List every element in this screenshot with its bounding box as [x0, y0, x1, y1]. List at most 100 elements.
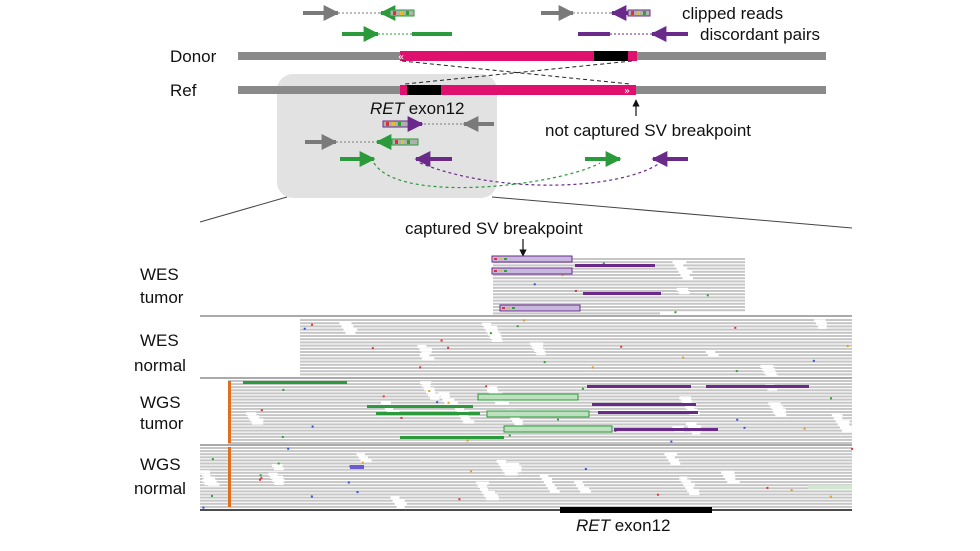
read-gap — [438, 392, 450, 396]
mismatch-base — [523, 319, 526, 322]
aligned-read — [660, 286, 745, 289]
clipped-read — [491, 255, 573, 263]
mismatch-base — [281, 435, 284, 438]
mismatch-base — [347, 481, 350, 484]
read-gap — [687, 488, 699, 492]
read-gap — [683, 482, 695, 486]
read-gap — [504, 472, 518, 476]
aligned-read — [493, 283, 660, 286]
aligned-read — [228, 417, 852, 420]
mismatch-base — [371, 347, 374, 350]
mismatch-base — [470, 470, 473, 473]
read-gap — [419, 348, 433, 352]
aligned-read — [200, 487, 852, 490]
read-gap — [681, 399, 692, 403]
aligned-read — [290, 341, 852, 344]
read-gap — [534, 348, 545, 353]
read-gap — [426, 390, 436, 394]
clipped-read — [486, 410, 590, 418]
aligned-read — [660, 267, 745, 270]
aligned-read — [290, 331, 852, 334]
read-gap — [428, 393, 441, 397]
read-gap — [420, 381, 432, 385]
read-gap — [272, 478, 285, 482]
mismatch-base — [803, 427, 806, 430]
read-gap — [245, 412, 257, 416]
mismatch-base — [499, 270, 502, 272]
read-gap — [208, 482, 220, 486]
clipped-read — [808, 485, 852, 489]
aligned-read — [290, 322, 852, 325]
aligned-read — [228, 389, 852, 392]
read-gap — [475, 481, 490, 485]
read-gap — [202, 473, 211, 477]
legend-clipped-reads-left — [303, 5, 415, 21]
mismatch-base — [310, 495, 313, 498]
mismatch-base — [440, 339, 443, 342]
read-gap — [272, 367, 300, 379]
aligned-read — [290, 335, 852, 337]
aligned-read — [660, 306, 745, 308]
read-gap — [536, 352, 546, 356]
aligned-read — [228, 383, 852, 386]
aligned-read — [660, 280, 745, 283]
mismatch-base — [466, 439, 469, 442]
read-gap — [380, 401, 391, 405]
track-label-wgs-tumor-1: WGS — [140, 393, 181, 412]
ref-discordant-pairs — [340, 151, 688, 189]
read-gap — [496, 459, 507, 464]
read-gap — [512, 469, 522, 473]
aligned-read — [228, 442, 852, 444]
track-label-wgs-normal-2: normal — [134, 479, 186, 498]
aligned-read — [200, 471, 852, 474]
aligned-read — [493, 261, 660, 264]
read-gap — [442, 398, 455, 402]
read-gap — [510, 466, 522, 470]
read-gap — [768, 402, 781, 406]
aligned-read — [493, 299, 660, 302]
mismatch-base — [419, 366, 422, 369]
mismatch-base — [400, 416, 403, 419]
track-label-wes-normal-1: WES — [140, 331, 179, 350]
aligned-read — [290, 325, 852, 328]
aligned-read — [200, 447, 852, 449]
aligned-read — [660, 293, 745, 296]
read-gap — [685, 485, 694, 489]
discordant-read — [614, 428, 718, 431]
read-gap — [200, 470, 210, 474]
aligned-read — [660, 264, 745, 267]
mismatch-base — [851, 447, 854, 450]
track-label-wgs-tumor-2: tumor — [140, 414, 184, 433]
read-gap — [206, 479, 217, 483]
ref-chromosome: » — [238, 85, 826, 97]
read-gap — [247, 415, 260, 419]
aligned-read — [290, 367, 852, 369]
read-gap — [723, 473, 736, 477]
aligned-read — [660, 290, 745, 292]
mismatch-base — [485, 385, 488, 388]
mismatch-base — [210, 494, 213, 497]
read-gap — [485, 386, 498, 390]
read-gap — [343, 327, 358, 331]
read-gap — [421, 357, 435, 361]
read-gap — [512, 419, 523, 423]
read-gap — [249, 418, 264, 422]
mismatch-base — [350, 465, 364, 469]
donor-label: Donor — [170, 47, 217, 66]
mismatch-base — [458, 498, 461, 501]
aligned-read — [228, 386, 852, 389]
mismatch-base — [766, 486, 769, 489]
mismatch-base — [591, 366, 594, 369]
mismatch-base — [674, 311, 677, 314]
aligned-read — [660, 296, 745, 299]
read-gap — [419, 354, 430, 358]
read-gap — [455, 408, 465, 412]
svg-text:»: » — [624, 86, 630, 97]
read-gap — [268, 472, 278, 476]
mismatch-base — [512, 307, 515, 309]
discordant-read — [376, 412, 480, 415]
read-gap — [833, 417, 843, 421]
mismatch-base — [543, 361, 546, 364]
read-gap — [707, 353, 719, 357]
read-gap — [839, 426, 852, 430]
